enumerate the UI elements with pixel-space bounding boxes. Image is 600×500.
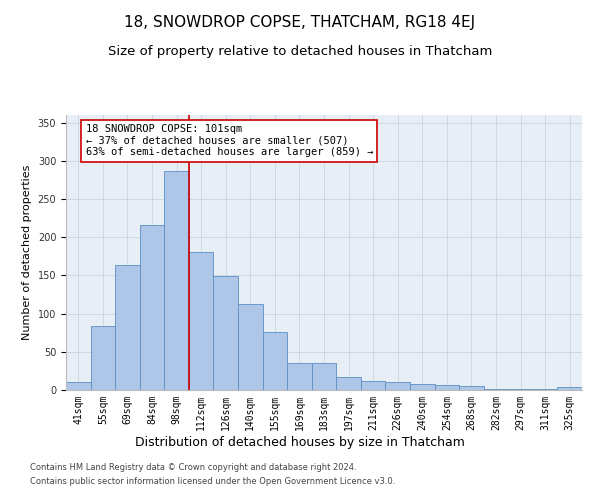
Bar	[533, 389, 557, 390]
Bar	[312, 364, 336, 390]
Bar	[385, 382, 410, 390]
Bar	[459, 386, 484, 390]
Y-axis label: Number of detached properties: Number of detached properties	[22, 165, 32, 340]
Bar	[238, 304, 263, 390]
Bar	[361, 381, 385, 390]
Bar	[410, 384, 434, 390]
Bar	[214, 276, 238, 390]
Bar	[115, 266, 140, 390]
Text: Contains public sector information licensed under the Open Government Licence v3: Contains public sector information licen…	[30, 477, 395, 486]
Text: Distribution of detached houses by size in Thatcham: Distribution of detached houses by size …	[135, 436, 465, 449]
Text: 18, SNOWDROP COPSE, THATCHAM, RG18 4EJ: 18, SNOWDROP COPSE, THATCHAM, RG18 4EJ	[124, 15, 476, 30]
Bar	[508, 389, 533, 390]
Bar	[287, 364, 312, 390]
Bar	[189, 252, 214, 390]
Bar	[484, 389, 508, 390]
Text: 18 SNOWDROP COPSE: 101sqm
← 37% of detached houses are smaller (507)
63% of semi: 18 SNOWDROP COPSE: 101sqm ← 37% of detac…	[86, 124, 373, 158]
Bar	[66, 382, 91, 390]
Bar	[91, 326, 115, 390]
Bar	[263, 332, 287, 390]
Text: Size of property relative to detached houses in Thatcham: Size of property relative to detached ho…	[108, 45, 492, 58]
Bar	[336, 377, 361, 390]
Bar	[557, 387, 582, 390]
Bar	[140, 225, 164, 390]
Bar	[434, 386, 459, 390]
Bar	[164, 171, 189, 390]
Text: Contains HM Land Registry data © Crown copyright and database right 2024.: Contains HM Land Registry data © Crown c…	[30, 464, 356, 472]
